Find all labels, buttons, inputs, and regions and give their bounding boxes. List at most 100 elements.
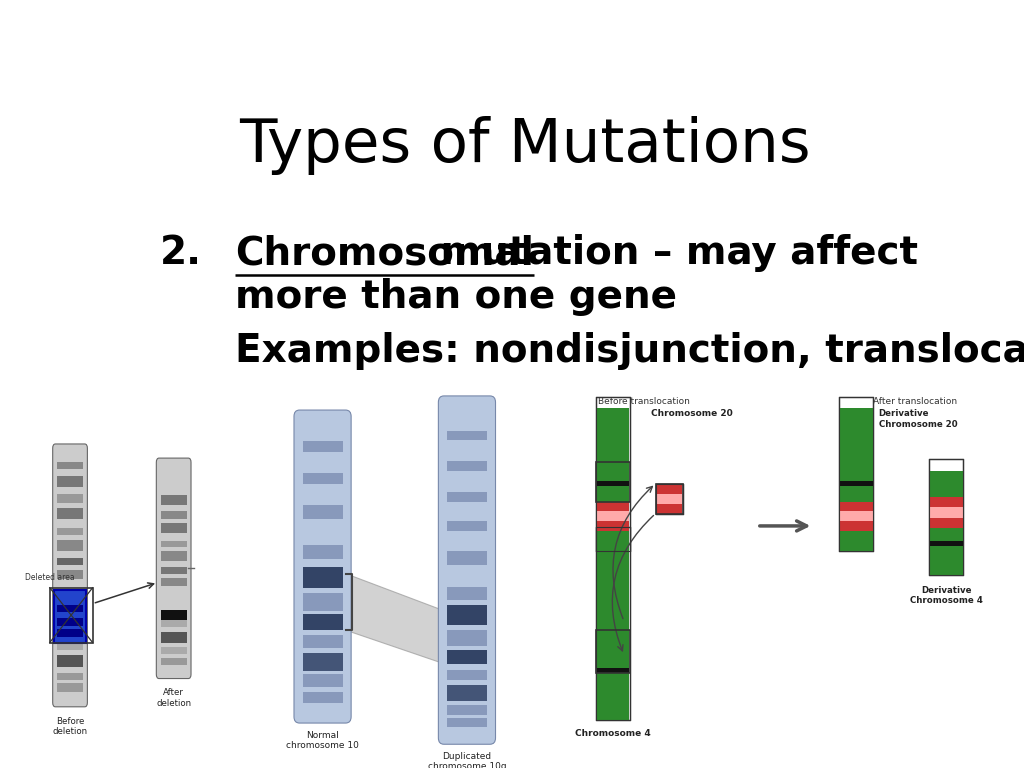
Bar: [446, 670, 487, 680]
Bar: [840, 521, 872, 531]
Bar: [446, 506, 487, 517]
Bar: [656, 504, 682, 514]
Bar: [161, 610, 186, 620]
Bar: [655, 484, 683, 514]
Bar: [596, 688, 629, 704]
Text: Examples: nondisjunction, translocation: Examples: nondisjunction, translocation: [236, 332, 1024, 369]
Bar: [840, 419, 872, 433]
Text: Normal
chromosome 10: Normal chromosome 10: [286, 731, 359, 750]
Bar: [57, 684, 83, 692]
Bar: [57, 673, 83, 680]
Bar: [930, 518, 963, 528]
Bar: [57, 604, 83, 613]
Bar: [596, 563, 629, 578]
Bar: [446, 705, 487, 715]
Bar: [596, 433, 629, 451]
Bar: [596, 653, 629, 667]
Bar: [446, 685, 487, 700]
Bar: [161, 511, 186, 519]
Bar: [303, 593, 342, 611]
Bar: [840, 451, 872, 466]
Bar: [57, 494, 83, 503]
Bar: [303, 441, 342, 452]
Bar: [596, 527, 630, 720]
Bar: [57, 558, 83, 564]
Bar: [840, 433, 872, 451]
Bar: [446, 569, 487, 581]
Bar: [161, 578, 186, 586]
Bar: [596, 466, 629, 481]
Bar: [161, 657, 186, 665]
Bar: [57, 643, 83, 650]
Bar: [930, 541, 963, 546]
Bar: [596, 630, 630, 673]
Bar: [161, 523, 186, 533]
Bar: [446, 650, 487, 664]
Text: Types of Mutations: Types of Mutations: [239, 116, 811, 175]
Bar: [840, 397, 872, 551]
Bar: [446, 551, 487, 564]
Bar: [446, 536, 487, 547]
Bar: [596, 502, 629, 511]
Bar: [840, 481, 872, 485]
Bar: [596, 551, 629, 563]
Bar: [596, 485, 629, 502]
Bar: [596, 606, 629, 622]
Bar: [930, 507, 963, 518]
Bar: [596, 704, 629, 720]
Bar: [930, 561, 963, 575]
Text: 2.: 2.: [160, 234, 202, 272]
FancyBboxPatch shape: [54, 590, 86, 643]
Bar: [840, 531, 872, 551]
Bar: [656, 484, 682, 494]
Bar: [446, 462, 487, 472]
Bar: [446, 587, 487, 600]
Bar: [50, 588, 92, 643]
Bar: [596, 462, 630, 502]
Bar: [57, 630, 83, 637]
Bar: [57, 476, 83, 487]
Bar: [446, 431, 487, 440]
Text: Chromosome 4: Chromosome 4: [574, 729, 650, 738]
Bar: [303, 505, 342, 519]
Bar: [57, 540, 83, 551]
Bar: [57, 617, 83, 626]
Text: mutation – may affect: mutation – may affect: [427, 234, 919, 272]
FancyBboxPatch shape: [52, 444, 87, 707]
Bar: [446, 605, 487, 625]
Bar: [161, 647, 186, 654]
Polygon shape: [346, 574, 444, 664]
Bar: [840, 408, 872, 419]
Bar: [303, 674, 342, 687]
Text: Duplicated
chromosome 10q: Duplicated chromosome 10q: [428, 752, 506, 768]
Text: Before
deletion: Before deletion: [52, 717, 88, 736]
Bar: [303, 635, 342, 648]
Text: After translocation: After translocation: [872, 397, 956, 406]
Bar: [57, 655, 83, 667]
Bar: [303, 525, 342, 537]
Bar: [446, 630, 487, 646]
Text: After
deletion: After deletion: [156, 688, 191, 708]
Bar: [596, 451, 629, 466]
Bar: [840, 466, 872, 481]
Bar: [57, 462, 83, 469]
Bar: [303, 489, 342, 502]
Bar: [596, 397, 630, 551]
Text: Chromosomal: Chromosomal: [236, 234, 534, 272]
Bar: [596, 578, 629, 591]
Bar: [596, 419, 629, 433]
Text: Chromosome 20: Chromosome 20: [651, 409, 733, 419]
Bar: [446, 445, 487, 456]
Bar: [161, 568, 186, 574]
Bar: [840, 485, 872, 502]
Bar: [596, 531, 629, 551]
Bar: [446, 719, 487, 727]
Bar: [930, 528, 963, 541]
Text: Deleted area: Deleted area: [25, 574, 75, 582]
Text: more than one gene: more than one gene: [236, 279, 677, 316]
Bar: [303, 473, 342, 484]
Bar: [655, 484, 683, 514]
Bar: [303, 567, 342, 588]
FancyBboxPatch shape: [294, 410, 351, 723]
Bar: [930, 483, 963, 497]
